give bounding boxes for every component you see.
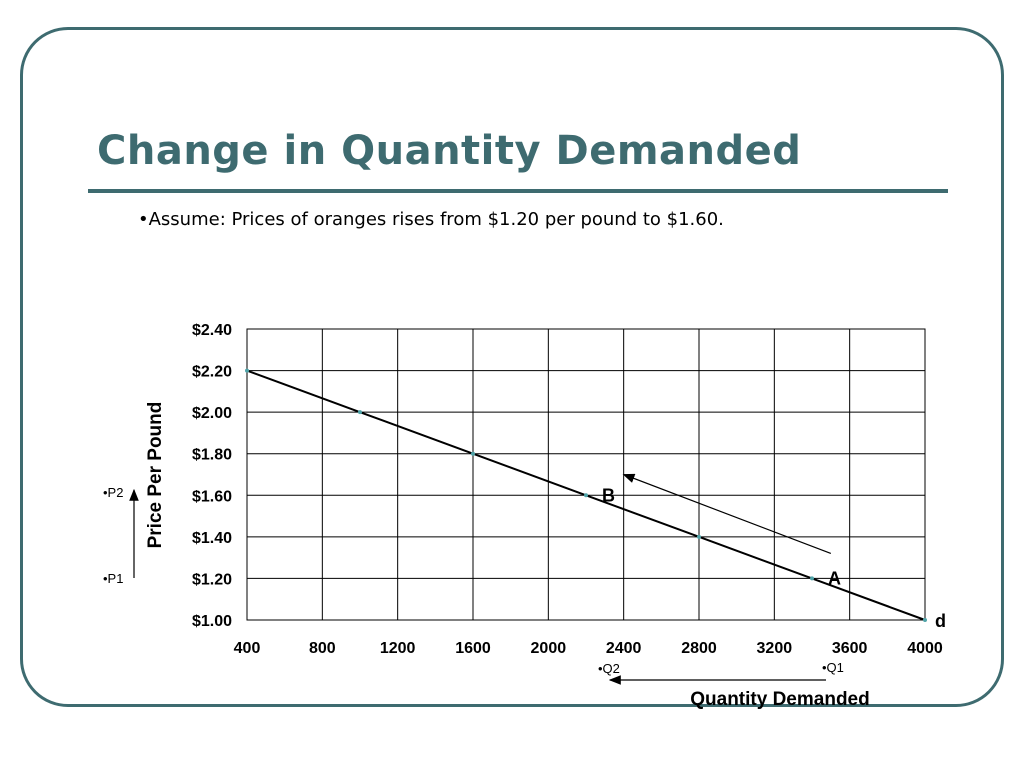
x-tick-label: 1600 [455,640,491,657]
demand-series [245,368,927,622]
axis-tick-labels: 400 800 1200 1600 2000 2400 2800 3200 3600 4000 $1… [192,322,943,657]
q1-marker: •Q1 [822,660,844,675]
y-tick-label: $1.00 [192,613,232,630]
x-tick-label: 4000 [907,640,943,657]
data-point [358,410,362,415]
x-tick-label: 1200 [380,640,416,657]
x-tick-label: 2000 [531,640,567,657]
x-tick-label: 3600 [832,640,868,657]
y-tick-label: $1.40 [192,530,232,547]
q2-marker: •Q2 [598,661,620,676]
page-title: Change in Quantity Demanded [97,128,802,174]
x-tick-label: 2400 [606,640,642,657]
demand-curve-label: d [935,611,946,631]
y-tick-label: $1.80 [192,447,232,464]
data-point [697,534,701,539]
data-point [471,451,475,456]
point-label-b: B [602,485,615,505]
y-tick-label: $2.40 [192,322,232,339]
assumption-text: •Assume: Prices of oranges rises from $1… [138,209,724,230]
x-tick-label: 400 [234,640,261,657]
p2-marker: •P2 [103,485,123,500]
x-axis-title: Quantity Demanded [690,689,869,710]
p1-marker: •P1 [103,571,123,586]
data-point [923,618,927,622]
chart-annotations: d B A [602,473,946,631]
data-point [810,576,814,581]
y-tick-label: $1.20 [192,571,232,588]
data-point [584,493,588,498]
slide-frame [20,27,1004,707]
x-tick-label: 3200 [757,640,793,657]
y-tick-label: $1.60 [192,488,232,505]
plot-area [246,328,926,621]
y-tick-label: $2.20 [192,364,232,381]
movement-arrow [622,473,832,555]
y-axis-title: Price Per Pound [145,402,166,549]
x-tick-label: 800 [309,640,336,657]
title-divider [88,189,948,193]
y-tick-label: $2.00 [192,405,232,422]
data-point [245,368,249,373]
x-tick-label: 2800 [681,640,717,657]
chart-grid [246,328,926,621]
point-label-a: A [828,568,841,588]
